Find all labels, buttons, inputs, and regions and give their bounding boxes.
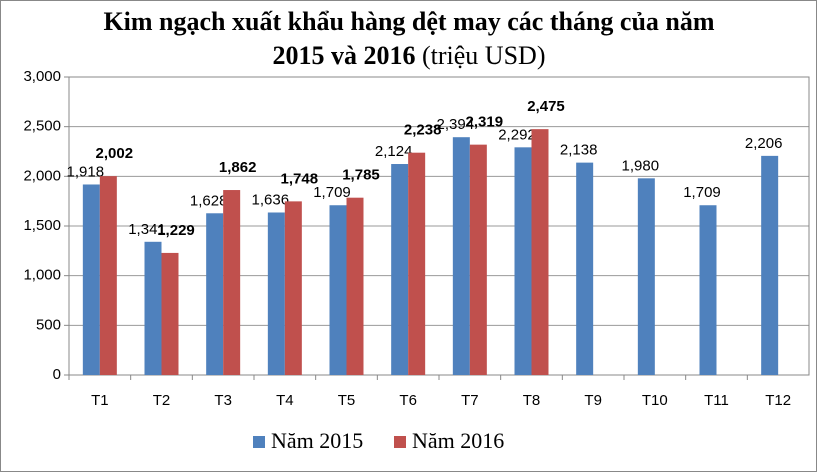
bar: [99, 176, 117, 375]
chart-title: Kim ngạch xuất khẩu hàng dệt may các thá…: [103, 7, 715, 70]
x-tick-label: T10: [642, 392, 668, 409]
x-tick-label: T8: [523, 392, 541, 409]
bar: [452, 137, 470, 375]
data-label: 2,206: [745, 135, 783, 152]
y-tick-label: 3,000: [23, 68, 61, 85]
bar: [144, 241, 162, 375]
bar: [637, 178, 655, 375]
data-label: 2,475: [527, 98, 565, 115]
data-label: 2,394: [437, 116, 475, 133]
data-label: 1,341: [128, 221, 166, 238]
data-label: 1,636: [252, 191, 290, 208]
y-tick-label: 500: [36, 316, 61, 333]
y-tick-label: 1,500: [23, 217, 61, 234]
data-label: 2,124: [375, 143, 413, 160]
bar: [514, 147, 532, 375]
x-tick-label: T11: [704, 392, 729, 409]
y-tick-label: 2,500: [23, 118, 61, 135]
bar: [267, 212, 285, 375]
bar: [346, 197, 364, 375]
y-tick-label: 2,000: [23, 167, 61, 184]
bar: [761, 155, 779, 375]
data-label: 2,002: [96, 145, 134, 162]
x-tick-label: T5: [338, 392, 356, 409]
x-tick-label: T3: [214, 392, 232, 409]
bar: [699, 205, 717, 375]
bar: [206, 213, 224, 375]
bar: [408, 152, 426, 375]
x-tick-label: T12: [765, 392, 791, 409]
legend-label: Năm 2015: [271, 428, 363, 453]
x-tick-label: T9: [584, 392, 602, 409]
data-label: 1,918: [67, 163, 105, 180]
chart-title-box: Kim ngạch xuất khẩu hàng dệt may các thá…: [89, 5, 729, 73]
x-tick-label: T2: [153, 392, 171, 409]
bar: [161, 252, 179, 375]
x-tick-label: T6: [399, 392, 417, 409]
legend-label: Năm 2016: [412, 428, 504, 453]
bar: [223, 190, 241, 375]
data-label: 1,229: [157, 222, 195, 239]
x-tick-label: T1: [91, 392, 109, 409]
data-label: 2,138: [560, 142, 598, 159]
bar: [469, 144, 487, 375]
bar: [284, 201, 302, 375]
bar: [329, 205, 347, 375]
data-label: 1,862: [219, 159, 257, 176]
data-label: 1,628: [190, 192, 228, 209]
bar: [576, 162, 594, 375]
y-tick-label: 0: [53, 366, 61, 383]
data-label: 2,238: [404, 122, 442, 139]
bar: [82, 184, 100, 375]
y-tick-label: 1,000: [23, 267, 61, 284]
bar: [391, 164, 409, 375]
legend-swatch: [394, 436, 406, 448]
data-label: 2,319: [466, 114, 504, 131]
data-label: 1,980: [622, 157, 660, 174]
data-label: 1,709: [313, 184, 351, 201]
chart-subtitle: (triệu USD): [422, 41, 546, 70]
legend-swatch: [253, 436, 265, 448]
data-label: 1,785: [342, 167, 380, 184]
x-tick-label: T4: [276, 392, 294, 409]
bar: [531, 129, 549, 375]
data-label: 1,748: [281, 170, 319, 187]
data-label: 2,292: [498, 126, 536, 143]
x-tick-label: T7: [461, 392, 479, 409]
data-label: 1,709: [683, 184, 721, 201]
